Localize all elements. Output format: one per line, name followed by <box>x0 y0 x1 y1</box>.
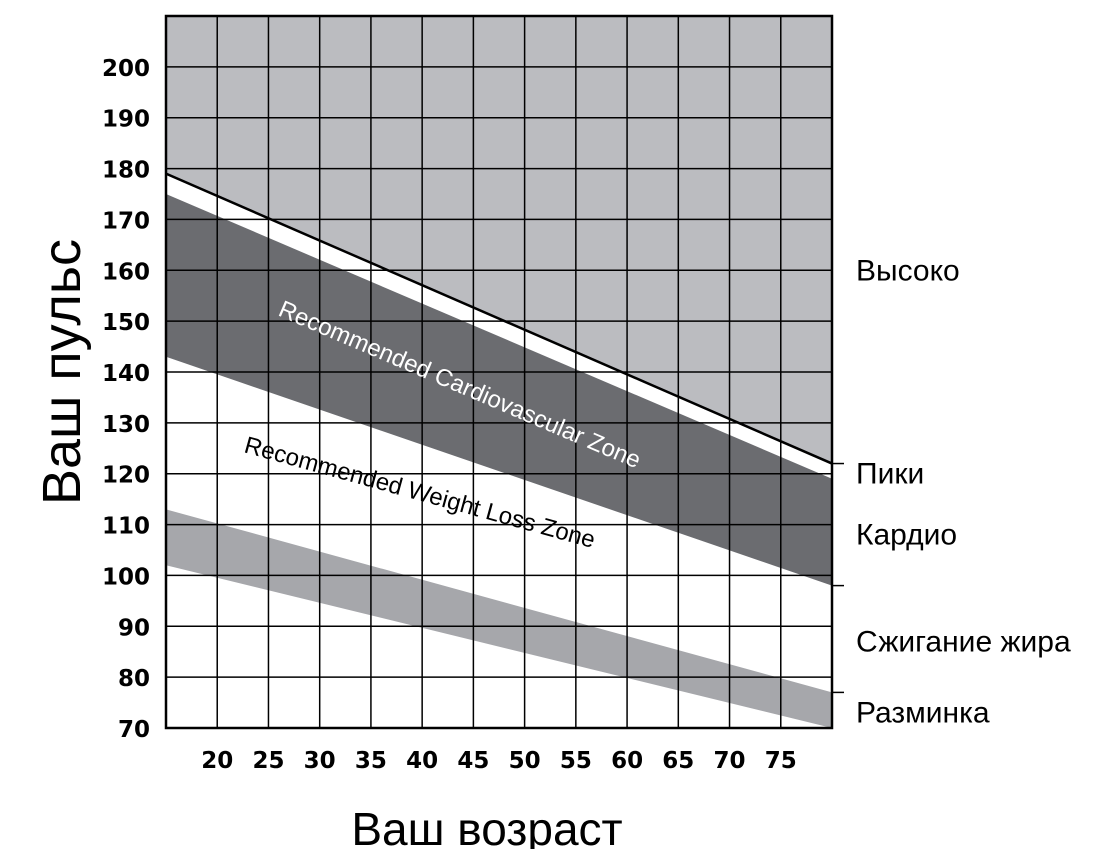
cardio-zone-band <box>166 194 832 586</box>
x-tick-label: 55 <box>560 748 592 774</box>
plot-frame <box>164 14 834 730</box>
y-tick-label: 200 <box>102 56 150 82</box>
x-axis-title: Ваш возраст <box>351 803 622 849</box>
y-tick-label: 130 <box>102 412 150 438</box>
x-tick-label: 70 <box>714 748 746 774</box>
x-tick-label: 45 <box>457 748 489 774</box>
x-tick-label: 65 <box>662 748 694 774</box>
y-tick-label: 100 <box>102 564 150 590</box>
y-tick-label: 180 <box>102 158 150 184</box>
x-tick-label: 50 <box>509 748 541 774</box>
y-tick-label: 90 <box>118 615 150 641</box>
y-tick-label: 140 <box>102 361 150 387</box>
x-tick-label: 40 <box>406 748 438 774</box>
x-tick-label: 35 <box>355 748 387 774</box>
weight-loss-zone-band <box>166 509 832 728</box>
x-tick-label: 75 <box>765 748 797 774</box>
zone-label: Кардио <box>856 519 957 552</box>
y-tick-label: 110 <box>102 514 150 540</box>
x-tick-label: 25 <box>252 748 284 774</box>
zone-label: Разминка <box>856 697 990 730</box>
y-tick-label: 80 <box>118 666 150 692</box>
y-tick-label: 150 <box>102 310 150 336</box>
x-tick-label: 60 <box>611 748 643 774</box>
y-tick-label: 190 <box>102 107 150 133</box>
max-heart-rate-line <box>166 172 832 465</box>
zone-label: Пики <box>856 458 924 491</box>
y-tick-label: 70 <box>118 717 150 743</box>
zone-label: Высоко <box>856 254 960 287</box>
x-tick-label: 20 <box>201 748 233 774</box>
zone-label: Сжигание жира <box>856 626 1071 659</box>
x-tick-label: 30 <box>304 748 336 774</box>
y-tick-label: 170 <box>102 208 150 234</box>
y-tick-label: 120 <box>102 463 150 489</box>
above-max-zone-area <box>166 16 832 464</box>
y-tick-label: 160 <box>102 259 150 285</box>
y-axis-title: Ваш пульс <box>32 239 92 505</box>
